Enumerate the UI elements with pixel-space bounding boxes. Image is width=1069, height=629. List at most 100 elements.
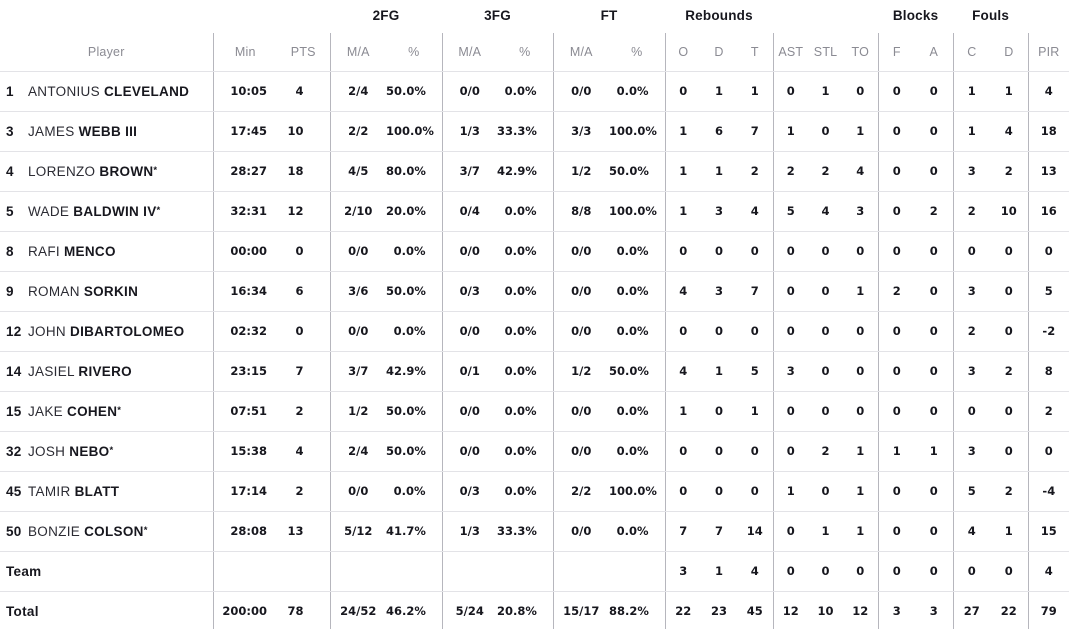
player-cell: 15 JAKE COHEN* bbox=[0, 391, 213, 432]
cell-ft-ma: 0/0 bbox=[552, 71, 610, 112]
cell-ft-pct: 100.0% bbox=[609, 471, 666, 512]
cell-3fg-ma: 0/1 bbox=[441, 351, 498, 392]
cell-2fg-ma: 5/12 bbox=[329, 511, 386, 552]
cell-ft-pct: 0.0% bbox=[609, 431, 666, 472]
col-header-pir: PIR bbox=[1027, 33, 1069, 72]
player-last-name: BLATT bbox=[74, 483, 120, 499]
cell-2fg-ma: 0/0 bbox=[329, 471, 386, 512]
cell-block-f: 0 bbox=[877, 391, 916, 432]
col-header-foul-d: D bbox=[990, 33, 1029, 72]
player-row: 15 JAKE COHEN* 07:51 2 1/2 50.0% 0/0 0.0% 0/0 0.0… bbox=[0, 391, 1069, 432]
player-row: 1 ANTONIUS CLEVELAND 10:05 4 2/4 50.0% 0/0 0.0%… bbox=[0, 71, 1069, 112]
cell-ft-pct: 0.0% bbox=[609, 511, 666, 552]
cell-to: 12 bbox=[843, 591, 879, 629]
cell-ft-ma: 15/17 bbox=[552, 591, 610, 629]
col-header-player: Player bbox=[0, 33, 213, 72]
cell-stl: 4 bbox=[808, 191, 844, 232]
cell-block-a: 2 bbox=[915, 191, 954, 232]
cell-reb-t: 2 bbox=[737, 151, 774, 192]
cell-reb-o: 4 bbox=[664, 271, 702, 312]
cell-block-f: 0 bbox=[877, 111, 916, 152]
player-last-name: DIBARTOLOMEO bbox=[70, 323, 185, 339]
cell-ast: 1 bbox=[772, 111, 809, 152]
cell-ft-ma bbox=[552, 551, 610, 592]
cell-reb-t: 7 bbox=[737, 111, 774, 152]
player-row: 4 LORENZO BROWN* 28:27 18 4/5 80.0% 3/7 42.9% 1/… bbox=[0, 151, 1069, 192]
player-cell: 32 JOSH NEBO* bbox=[0, 431, 213, 472]
cell-pts: 12 bbox=[277, 191, 330, 232]
cell-2fg-ma bbox=[329, 551, 386, 592]
cell-stl: 0 bbox=[808, 111, 844, 152]
player-first-name: ANTONIUS bbox=[28, 83, 100, 99]
cell-ft-pct: 0.0% bbox=[609, 231, 666, 272]
cell-foul-d: 0 bbox=[990, 231, 1029, 272]
col-header-3fg-pct: % bbox=[497, 33, 554, 72]
cell-ft-pct: 100.0% bbox=[609, 191, 666, 232]
cell-reb-t: 1 bbox=[737, 71, 774, 112]
cell-reb-t: 45 bbox=[737, 591, 774, 629]
cell-reb-o: 1 bbox=[664, 391, 702, 432]
cell-3fg-ma: 5/24 bbox=[441, 591, 498, 629]
cell-3fg-pct: 0.0% bbox=[497, 311, 554, 352]
cell-to: 0 bbox=[843, 351, 879, 392]
cell-pts: 6 bbox=[277, 271, 330, 312]
group-spacer bbox=[773, 0, 878, 33]
cell-pir: 0 bbox=[1027, 231, 1069, 272]
cell-reb-o: 0 bbox=[664, 431, 702, 472]
cell-pts: 2 bbox=[277, 471, 330, 512]
cell-ast: 0 bbox=[772, 271, 809, 312]
cell-2fg-ma: 2/10 bbox=[329, 191, 386, 232]
cell-to: 0 bbox=[843, 231, 879, 272]
cell-reb-d: 3 bbox=[701, 191, 738, 232]
cell-ft-ma: 1/2 bbox=[552, 351, 610, 392]
col-header-min: Min bbox=[212, 33, 277, 72]
cell-2fg-pct: 50.0% bbox=[386, 431, 443, 472]
cell-foul-c: 0 bbox=[952, 231, 991, 272]
cell-2fg-ma: 2/2 bbox=[329, 111, 386, 152]
starter-mark-icon: * bbox=[153, 164, 158, 176]
cell-reb-t: 0 bbox=[737, 431, 774, 472]
player-first-name: TAMIR bbox=[28, 483, 71, 499]
cell-foul-d: 22 bbox=[990, 591, 1029, 629]
player-first-name: ROMAN bbox=[28, 283, 80, 299]
group-spacer bbox=[1028, 0, 1069, 33]
cell-block-f: 0 bbox=[877, 311, 916, 352]
cell-stl: 2 bbox=[808, 431, 844, 472]
cell-stl: 0 bbox=[808, 271, 844, 312]
cell-ft-pct bbox=[609, 551, 666, 592]
cell-ft-pct: 0.0% bbox=[609, 71, 666, 112]
cell-3fg-pct: 0.0% bbox=[497, 391, 554, 432]
cell-ast: 1 bbox=[772, 471, 809, 512]
cell-2fg-ma: 3/6 bbox=[329, 271, 386, 312]
cell-ft-ma: 0/0 bbox=[552, 311, 610, 352]
cell-to: 1 bbox=[843, 271, 879, 312]
cell-pts: 0 bbox=[277, 231, 330, 272]
cell-2fg-pct bbox=[386, 551, 443, 592]
cell-foul-c: 2 bbox=[952, 191, 991, 232]
cell-block-a: 0 bbox=[915, 231, 954, 272]
cell-pir: 4 bbox=[1027, 551, 1069, 592]
cell-ft-pct: 50.0% bbox=[609, 351, 666, 392]
cell-3fg-pct: 0.0% bbox=[497, 471, 554, 512]
cell-block-f: 1 bbox=[877, 431, 916, 472]
summary-label: Total bbox=[0, 591, 213, 629]
cell-block-a: 0 bbox=[915, 391, 954, 432]
col-header-pts: PTS bbox=[277, 33, 330, 72]
cell-pir: 13 bbox=[1027, 151, 1069, 192]
cell-stl: 0 bbox=[808, 471, 844, 512]
col-header-block-f: F bbox=[877, 33, 916, 72]
cell-reb-t: 14 bbox=[737, 511, 774, 552]
player-last-name: BROWN bbox=[99, 163, 154, 179]
cell-foul-c: 3 bbox=[952, 351, 991, 392]
cell-block-f: 0 bbox=[877, 151, 916, 192]
summary-label: Team bbox=[0, 551, 213, 592]
cell-foul-c: 1 bbox=[952, 111, 991, 152]
player-row: 3 JAMES WEBB III 17:45 10 2/2 100.0% 1/3 33.3% 3… bbox=[0, 111, 1069, 152]
cell-ast: 0 bbox=[772, 71, 809, 112]
cell-block-a: 0 bbox=[915, 71, 954, 112]
player-cell: 50 BONZIE COLSON* bbox=[0, 511, 213, 552]
group-spacer bbox=[0, 0, 213, 33]
cell-block-a: 0 bbox=[915, 471, 954, 512]
player-row: 9 ROMAN SORKIN 16:34 6 3/6 50.0% 0/3 0.0% 0/0 0.0… bbox=[0, 271, 1069, 312]
group-2fg-label: 2FG bbox=[372, 8, 400, 23]
